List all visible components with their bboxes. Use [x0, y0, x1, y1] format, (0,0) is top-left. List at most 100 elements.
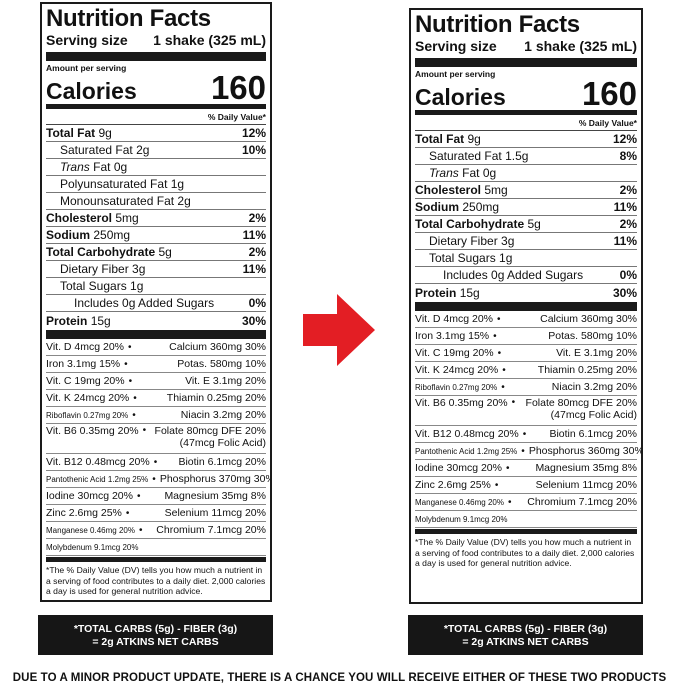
- bullet-icon: •: [502, 364, 506, 376]
- bullet-icon: •: [124, 358, 128, 370]
- vitamin-row: Molybdenum 9.1mcg 20%: [46, 539, 266, 556]
- nutrient-amount: Fat 0g: [462, 166, 497, 180]
- bullet-icon: •: [505, 462, 510, 474]
- nutrient-amount: 5g: [158, 245, 172, 259]
- nutrient-row: Cholesterol 5mg 2%: [46, 210, 266, 227]
- vitamin-left: Molybdenum 9.1mcg 20%: [415, 514, 508, 524]
- amount-per-serving: Amount per serving: [46, 63, 127, 73]
- vitamin-right: Thiamin 0.25mg 20%: [537, 364, 637, 376]
- vitamin-left: Vit. B12 0.48mcg 20%: [46, 456, 150, 468]
- vitamin-left: Iodine 30mcg 20%: [46, 490, 133, 502]
- nutrient-name: Saturated Fat: [429, 149, 502, 163]
- vitamin-left: Pantothenic Acid 1.2mg 25%: [46, 474, 149, 484]
- nutrient-name: Protein: [46, 313, 88, 328]
- nutrient-amount: 5g: [527, 217, 541, 231]
- nutrition-facts-title: Nutrition Facts: [415, 11, 580, 38]
- calories-value: 160: [581, 75, 637, 112]
- divider-thick: [415, 58, 637, 67]
- nutrient-dv: 2%: [619, 183, 637, 197]
- amount-per-serving: Amount per serving: [415, 69, 496, 79]
- nutrient-name: Monounsaturated Fat: [60, 194, 175, 208]
- bullet-icon: •: [128, 341, 132, 353]
- nutrient-row: Total Sugars 1g: [46, 278, 266, 295]
- vitamin-left: Zinc 2.6mg 25%: [415, 479, 491, 491]
- vitamin-left: Vit. B12 0.48mcg 20%: [415, 428, 519, 440]
- nutrient-name: Total Carbohydrate: [46, 245, 156, 259]
- nutrient-row: Cholesterol 5mg 2%: [415, 182, 637, 199]
- nutrient-row: Trans Fat 0g: [415, 165, 637, 182]
- vitamin-row: Manganese 0.46mg 20% • Chromium 7.1mcg 20%: [46, 522, 266, 539]
- vitamin-right: Potas. 580mg 10%: [177, 358, 266, 370]
- net-carbs-line1: *TOTAL CARBS (5g) - FIBER (3g): [443, 623, 608, 635]
- nutrient-amount: 1g: [499, 251, 513, 265]
- vitamin-right: Biotin 6.1mcg 20%: [178, 456, 266, 468]
- divider-medium: [415, 529, 637, 534]
- vitamin-left: Manganese 0.46mg 20%: [46, 525, 135, 535]
- vitamin-right: Chromium 7.1mcg 20%: [527, 496, 637, 508]
- vitamin-right: Thiamin 0.25mg 20%: [166, 392, 266, 404]
- net-carbs-box-old: *TOTAL CARBS (5g) - FIBER (3g) = 2g ATKI…: [38, 615, 273, 655]
- nutrient-dv: 12%: [241, 126, 266, 140]
- vitamin-right: Vit. E 3.1mg 20%: [556, 347, 637, 359]
- vitamin-right-line1: Folate 80mcg DFE 20%: [525, 397, 637, 409]
- bullet-icon: •: [521, 445, 525, 457]
- vitamin-right: Chromium 7.1mcg 20%: [156, 524, 266, 536]
- product-update-notice: DUE TO A MINOR PRODUCT UPDATE, THERE IS …: [12, 672, 667, 684]
- nutrient-name: Dietary Fiber: [429, 234, 498, 248]
- daily-value-footnote: *The % Daily Value (DV) tells you how mu…: [415, 537, 635, 568]
- nutrient-name: Sodium: [415, 200, 459, 214]
- nutrient-row: Total Sugars 1g: [415, 250, 637, 267]
- bullet-icon: •: [133, 392, 137, 404]
- vitamin-row: Molybdenum 9.1mcg 20%: [415, 511, 637, 528]
- nutrition-facts-title: Nutrition Facts: [46, 5, 211, 32]
- nutrient-row: Saturated Fat 2g 10%: [46, 142, 266, 159]
- nutrient-name: Includes 0g Added Sugars: [74, 296, 215, 310]
- nutrient-name: Includes 0g Added Sugars: [443, 268, 584, 282]
- vitamin-left: Manganese 0.46mg 20%: [415, 497, 504, 507]
- vitamin-row: Vit. D 4mcg 20% • Calcium 360mg 30%: [46, 339, 266, 356]
- vitamin-right: Calcium 360mg 30%: [169, 341, 266, 353]
- nutrient-dv: 11%: [242, 228, 266, 242]
- vitamin-right: Calcium 360mg 30%: [540, 313, 637, 325]
- calories-label: Calories: [415, 84, 506, 110]
- bullet-icon: •: [142, 425, 147, 436]
- nutrient-amount: 5mg: [115, 211, 139, 225]
- nutrient-dv: 30%: [241, 313, 266, 328]
- bullet-icon: •: [153, 456, 158, 468]
- daily-value-header: % Daily Value*: [415, 115, 637, 131]
- nutrient-dv: 12%: [612, 132, 637, 146]
- nutrient-amount: 2g: [177, 194, 191, 208]
- vitamin-right: Niacin 3.2mg 20%: [551, 381, 637, 393]
- divider-medium: [46, 104, 266, 109]
- bullet-icon: •: [132, 409, 136, 421]
- nutrient-row: Total Carbohydrate 5g 2%: [415, 216, 637, 233]
- divider-thick: [46, 52, 266, 61]
- nutrient-name: Sodium: [46, 228, 90, 242]
- bullet-icon: •: [511, 397, 516, 408]
- nutrient-name: Total Carbohydrate: [415, 217, 525, 231]
- net-carbs-line2: = 2g ATKINS NET CARBS: [92, 636, 219, 648]
- vitamin-row: Vit. B6 0.35mg 20% • Folate 80mcg DFE 20%(…: [415, 396, 637, 426]
- nutrient-dv: 0%: [248, 296, 266, 310]
- serving-size-label: Serving size: [415, 38, 497, 54]
- nutrient-amount: 3g: [501, 234, 515, 248]
- daily-value-footnote: *The % Daily Value (DV) tells you how mu…: [46, 565, 266, 596]
- vitamin-left: Vit. D 4mcg 20%: [415, 313, 494, 325]
- calories-row: Calories 160: [46, 71, 266, 104]
- nutrient-dv: 2%: [619, 217, 637, 231]
- nutrient-row: Sodium 250mg 11%: [46, 227, 266, 244]
- nutrient-name: Trans: [60, 160, 90, 174]
- vitamin-right: Potas. 580mg 10%: [548, 330, 637, 342]
- bullet-icon: •: [138, 524, 143, 536]
- bullet-icon: •: [522, 428, 527, 440]
- nutrient-row: Protein 15g 30%: [46, 312, 266, 329]
- vitamin-row: Vit. K 24mcg 20% • Thiamin 0.25mg 20%: [415, 362, 637, 379]
- vitamin-right: Phosphorus 360mg 30%: [528, 445, 643, 457]
- calories-label: Calories: [46, 78, 137, 104]
- nutrient-row: Sodium 250mg 11%: [415, 199, 637, 216]
- vitamin-right: Selenium 11mcg 20%: [535, 479, 637, 491]
- serving-size-label: Serving size: [46, 32, 128, 48]
- net-carbs-line1: *TOTAL CARBS (5g) - FIBER (3g): [73, 623, 238, 635]
- vitamin-right-line2: (47mcg Folic Acid): [179, 437, 266, 449]
- vitamin-row: Iron 3.1mg 15% • Potas. 580mg 10%: [415, 328, 637, 345]
